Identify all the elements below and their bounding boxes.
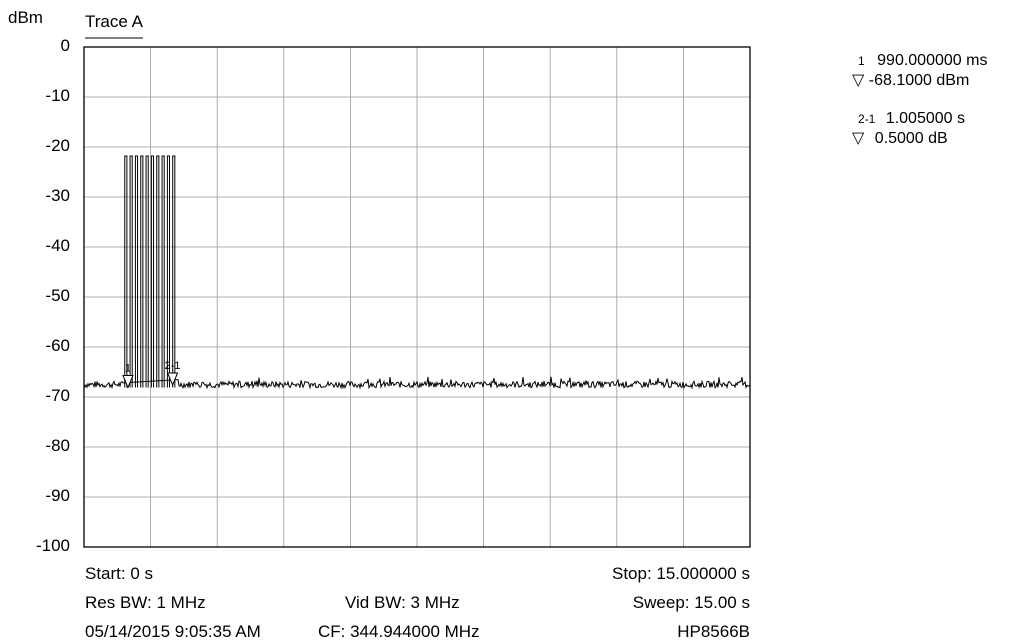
vid-bw-label: Vid BW: 3 MHz [345,593,460,612]
marker-1-amplitude: -68.1000 dBm [868,72,970,89]
sweep-label: Sweep: 15.00 s [632,593,750,612]
marker-triangle [166,372,179,387]
y-tick-label: -20 [45,136,70,155]
y-tick-label: -80 [45,436,70,455]
plot-grid [84,47,750,547]
y-tick-label: -90 [45,486,70,505]
pulse-mark [161,155,165,388]
y-tick-label: 0 [60,36,70,55]
pulse-burst [124,155,176,388]
triangle-down-icon: ▽ [852,72,865,89]
marker-2-delta-time: 1.005000 s [885,110,965,127]
marker-2-id: 2-1 [858,112,876,126]
marker-label: 1 [125,363,131,375]
datetime-label: 05/14/2015 9:05:35 AM [85,622,261,641]
pulse-mark [150,155,155,388]
pulse-mark [166,155,171,388]
instrument-label: HP8566B [677,622,750,641]
pulse-mark [156,155,160,388]
marker-1-time: 990.000000 ms [877,52,988,69]
triangle-down-icon: ▽ [852,130,865,147]
pulse-mark [129,155,133,388]
y-tick-label: -100 [35,536,70,555]
marker-layer: 1 2-1 [122,360,181,389]
pulse-mark [172,155,176,388]
marker-label: 2-1 [165,360,181,372]
res-bw-label: Res BW: 1 MHz [85,593,206,612]
pulse-mark [140,155,144,388]
trace-label: Trace A [85,12,143,31]
pulse-mark [145,155,149,388]
pulse-mark [134,155,139,388]
stop-label: Stop: 15.000000 s [611,564,750,583]
marker-1-readout: 1 990.000000 ms [858,52,987,70]
y-tick-label: -70 [45,386,70,405]
marker-1-id: 1 [858,54,865,68]
pulse-mark [124,155,128,388]
y-tick-label: -60 [45,336,70,355]
trace-a-line [83,376,751,390]
marker-2-delta-amplitude: 0.5000 dB [874,130,948,147]
y-tick-label: -50 [45,286,70,305]
marker-2-readout: 2-1 1.005000 s [858,110,965,128]
marker-triangle [122,375,134,389]
marker-1-amplitude-row: ▽ -68.1000 dBm [852,70,969,90]
plot-frame [83,46,751,548]
y-tick-label: -10 [45,86,70,105]
start-label: Start: 0 s [85,564,154,583]
center-frequency-label: CF: 344.944000 MHz [318,622,480,641]
y-tick-label: -40 [45,236,70,255]
marker-2-amplitude-row: ▽ 0.5000 dB [852,128,948,148]
y-units-label: dBm [8,8,43,27]
y-tick-label: -30 [45,186,70,205]
